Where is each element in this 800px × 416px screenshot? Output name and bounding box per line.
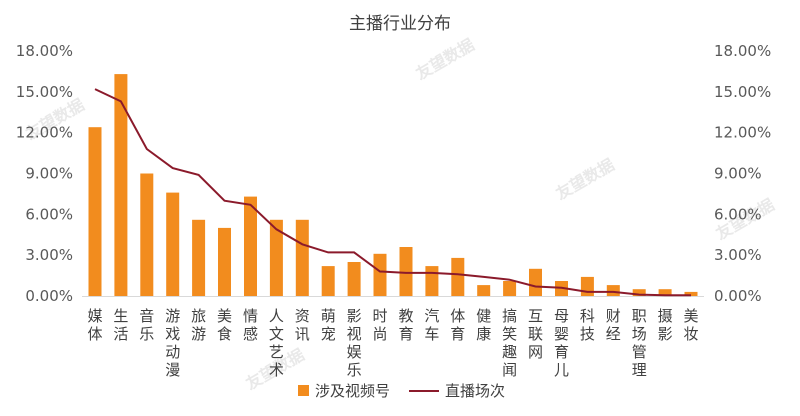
bar-7 [269, 219, 283, 296]
bar-series [88, 74, 698, 296]
legend-bar-label: 涉及视频号 [315, 382, 390, 400]
watermark-4: 友望数据 [413, 35, 478, 83]
chart-title: 主播行业分布 [349, 14, 451, 34]
bar-14 [451, 257, 465, 296]
category-label-5: 美食 [217, 307, 232, 343]
bar-12 [399, 247, 413, 296]
bar-19 [580, 276, 594, 296]
category-label-23: 美妆 [683, 307, 698, 343]
category-label-6: 情感 [243, 307, 258, 343]
left-tick-6: 18.00% [16, 42, 73, 60]
bar-1 [114, 74, 128, 296]
category-label-11: 时尚 [372, 307, 387, 343]
bar-5 [218, 227, 231, 296]
legend: 涉及视频号 直播场次 [298, 382, 505, 400]
bar-15 [477, 285, 491, 296]
category-label-21: 职场管理 [632, 307, 647, 379]
bar-20 [606, 285, 620, 296]
category-label-1: 生活 [113, 307, 128, 343]
category-label-3: 游戏动漫 [165, 307, 180, 379]
category-label-4: 旅游 [191, 307, 206, 343]
bar-21 [632, 289, 646, 296]
bar-11 [373, 253, 387, 296]
bar-13 [425, 266, 439, 296]
bar-16 [503, 281, 517, 296]
bar-9 [321, 266, 335, 296]
left-tick-4: 12.00% [16, 124, 73, 142]
bar-2 [140, 173, 154, 296]
right-tick-6: 18.00% [714, 42, 771, 60]
bar-10 [347, 262, 361, 296]
left-tick-3: 9.00% [25, 165, 73, 183]
right-tick-4: 12.00% [714, 124, 771, 142]
bar-0 [88, 127, 102, 296]
watermark-2: 友望数据 [553, 155, 618, 203]
bar-3 [166, 192, 180, 296]
right-tick-1: 3.00% [714, 246, 762, 264]
legend-bar-swatch [298, 385, 309, 396]
left-tick-2: 6.00% [25, 205, 73, 223]
bar-17 [529, 268, 542, 296]
category-label-22: 摄影 [658, 307, 673, 343]
category-label-18: 母婴育儿 [554, 307, 569, 379]
category-label-0: 媒体 [87, 307, 102, 343]
bar-4 [192, 219, 206, 296]
left-tick-5: 15.00% [16, 83, 73, 101]
bar-22 [658, 289, 672, 296]
bar-6 [244, 196, 257, 296]
right-tick-5: 15.00% [714, 83, 771, 101]
category-label-16: 搞笑趣闻 [502, 307, 517, 379]
category-label-9: 萌宠 [321, 307, 336, 343]
category-label-17: 互联网 [528, 307, 543, 361]
category-label-10: 影视娱乐 [347, 307, 362, 379]
left-tick-1: 3.00% [25, 246, 73, 264]
right-tick-3: 9.00% [714, 165, 762, 183]
category-label-2: 音乐 [139, 307, 154, 343]
category-label-19: 科技 [580, 307, 595, 343]
left-axis-ticks: 0.00% 3.00% 6.00% 9.00% 12.00% 15.00% 18.00% [16, 42, 73, 305]
right-tick-0: 0.00% [714, 287, 762, 305]
category-label-14: 体育 [450, 307, 465, 343]
category-label-12: 教育 [398, 307, 413, 343]
right-tick-2: 6.00% [714, 205, 762, 223]
right-axis-ticks: 0.00% 3.00% 6.00% 9.00% 12.00% 15.00% 18.00% [714, 42, 771, 305]
category-label-8: 资讯 [295, 307, 310, 343]
bar-23 [684, 291, 698, 296]
category-label-13: 汽车 [424, 307, 439, 343]
category-label-7: 人文艺术 [269, 307, 284, 379]
bar-8 [295, 219, 309, 296]
legend-line-label: 直播场次 [445, 382, 505, 400]
category-label-20: 财经 [606, 307, 621, 343]
category-label-15: 健康 [476, 307, 491, 343]
line-series-path [94, 88, 691, 297]
category-labels: 媒体生活音乐游戏动漫旅游美食情感人文艺术资讯萌宠影视娱乐时尚教育汽车体育健康搞笑… [87, 307, 698, 379]
left-tick-0: 0.00% [25, 287, 73, 305]
